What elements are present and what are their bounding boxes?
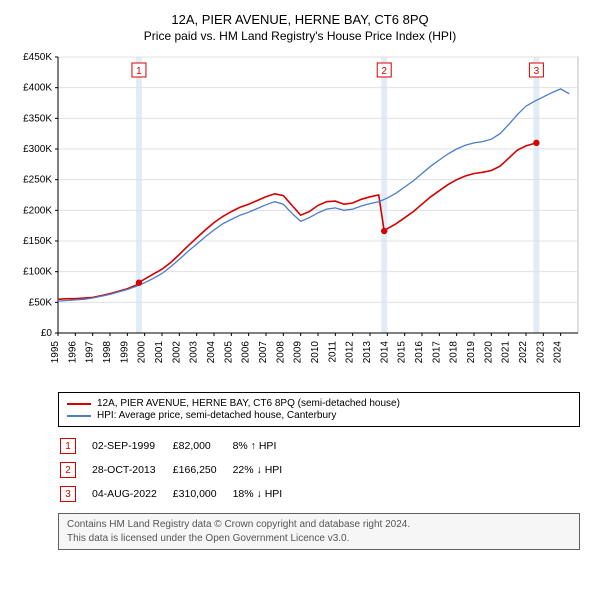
marker-index-box: 3 — [60, 486, 76, 502]
price-chart: £0 £50K £100K £150K £200K £250K £300K £350K £400… — [10, 51, 590, 386]
svg-text:2019: 2019 — [466, 341, 477, 364]
svg-text:2017: 2017 — [431, 341, 442, 364]
svg-text:£400K: £400K — [23, 83, 52, 94]
svg-text:1999: 1999 — [119, 341, 130, 364]
svg-text:1997: 1997 — [85, 341, 96, 364]
svg-text:2000: 2000 — [137, 341, 148, 364]
svg-text:2002: 2002 — [171, 341, 182, 364]
svg-text:2004: 2004 — [206, 341, 217, 364]
svg-text:2009: 2009 — [293, 341, 304, 364]
svg-text:2021: 2021 — [501, 341, 512, 364]
legend-label: HPI: Average price, semi-detached house,… — [97, 410, 336, 421]
legend-row: 12A, PIER AVENUE, HERNE BAY, CT6 8PQ (se… — [67, 398, 571, 409]
marker-price: £166,250 — [173, 459, 231, 481]
svg-text:2001: 2001 — [154, 341, 165, 364]
svg-text:£150K: £150K — [23, 236, 52, 247]
svg-text:2020: 2020 — [483, 341, 494, 364]
marker-row: 2 28-OCT-2013£166,25022% ↓ HPI — [60, 459, 296, 481]
marker-delta: 8% ↑ HPI — [233, 435, 297, 457]
svg-text:1: 1 — [136, 66, 142, 77]
svg-text:2013: 2013 — [362, 341, 373, 364]
marker-index-box: 2 — [60, 462, 76, 478]
svg-text:1995: 1995 — [50, 341, 61, 364]
svg-text:£250K: £250K — [23, 175, 52, 186]
marker-price: £310,000 — [173, 483, 231, 505]
svg-text:2014: 2014 — [379, 341, 390, 364]
legend-swatch — [67, 403, 91, 405]
legend: 12A, PIER AVENUE, HERNE BAY, CT6 8PQ (se… — [58, 392, 580, 427]
marker-date: 02-SEP-1999 — [92, 435, 171, 457]
svg-text:2022: 2022 — [518, 341, 529, 364]
footer-line-1: Contains HM Land Registry data © Crown c… — [67, 518, 571, 532]
svg-text:2003: 2003 — [189, 341, 200, 364]
svg-text:2006: 2006 — [241, 341, 252, 364]
svg-text:2005: 2005 — [223, 341, 234, 364]
svg-text:£200K: £200K — [23, 205, 52, 216]
svg-text:£450K: £450K — [23, 52, 52, 63]
svg-text:2024: 2024 — [553, 341, 564, 364]
svg-text:2011: 2011 — [327, 341, 338, 363]
svg-text:2010: 2010 — [310, 341, 321, 364]
marker-delta: 18% ↓ HPI — [233, 483, 297, 505]
marker-data-table: 1 02-SEP-1999£82,0008% ↑ HPI 2 28-OCT-2013£… — [58, 433, 298, 507]
svg-text:2018: 2018 — [449, 341, 460, 364]
attribution-footer: Contains HM Land Registry data © Crown c… — [58, 513, 580, 550]
chart-title-subtitle: Price paid vs. HM Land Registry's House … — [10, 29, 590, 43]
svg-text:£300K: £300K — [23, 144, 52, 155]
svg-text:2016: 2016 — [414, 341, 425, 364]
svg-text:2008: 2008 — [275, 341, 286, 364]
svg-text:3: 3 — [534, 66, 540, 77]
chart-title-address: 12A, PIER AVENUE, HERNE BAY, CT6 8PQ — [10, 12, 590, 27]
svg-text:£0: £0 — [41, 328, 53, 339]
marker-row: 1 02-SEP-1999£82,0008% ↑ HPI — [60, 435, 296, 457]
svg-text:2023: 2023 — [535, 341, 546, 364]
legend-label: 12A, PIER AVENUE, HERNE BAY, CT6 8PQ (se… — [97, 398, 400, 409]
footer-line-2: This data is licensed under the Open Gov… — [67, 532, 571, 546]
marker-price: £82,000 — [173, 435, 231, 457]
svg-text:£100K: £100K — [23, 267, 52, 278]
svg-text:£50K: £50K — [29, 297, 53, 308]
legend-row: HPI: Average price, semi-detached house,… — [67, 410, 571, 421]
legend-swatch — [67, 415, 91, 417]
svg-text:2012: 2012 — [345, 341, 356, 364]
svg-text:2007: 2007 — [258, 341, 269, 364]
marker-row: 3 04-AUG-2022£310,00018% ↓ HPI — [60, 483, 296, 505]
svg-text:1996: 1996 — [67, 341, 78, 364]
marker-delta: 22% ↓ HPI — [233, 459, 297, 481]
svg-text:£350K: £350K — [23, 113, 52, 124]
chart-svg: £0 £50K £100K £150K £200K £250K £300K £350K £400… — [10, 51, 590, 381]
svg-text:1998: 1998 — [102, 341, 113, 364]
marker-date: 04-AUG-2022 — [92, 483, 171, 505]
marker-index-box: 1 — [60, 438, 76, 454]
marker-date: 28-OCT-2013 — [92, 459, 171, 481]
svg-text:2: 2 — [381, 66, 387, 77]
svg-text:2015: 2015 — [397, 341, 408, 364]
